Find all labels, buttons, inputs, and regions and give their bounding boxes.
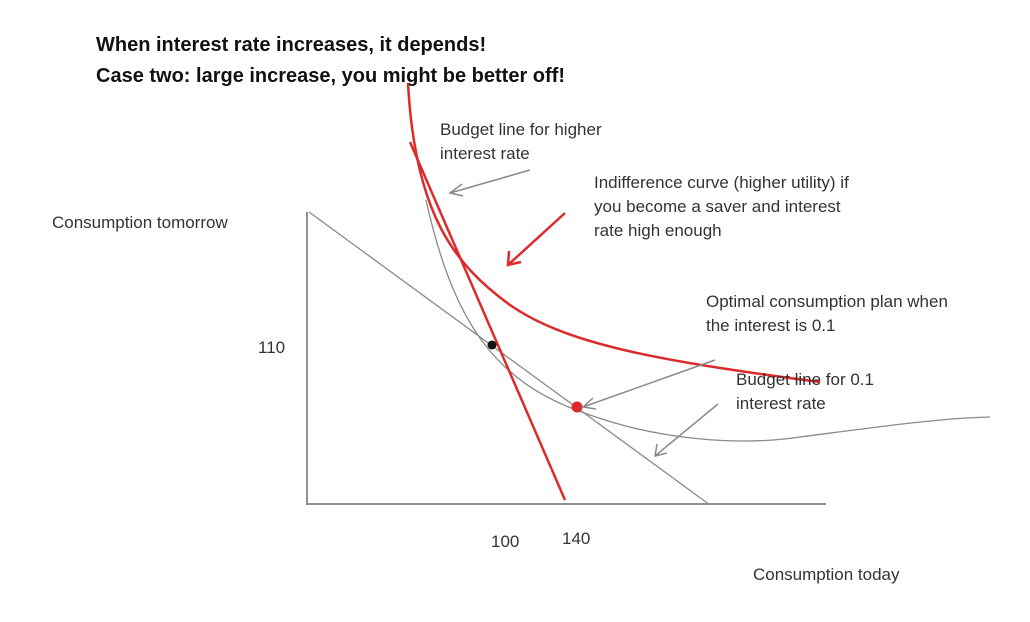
annotation-budget-line-low-rate: Budget line for 0.1 interest rate	[736, 370, 874, 413]
indifference-curve-higher-utility	[406, 82, 821, 384]
y-tick-110: 110	[258, 338, 286, 357]
slide-title-line-1: When interest rate increases, it depends…	[96, 34, 487, 56]
x-tick-140: 140	[562, 529, 591, 548]
budget-line-low-rate	[308, 211, 711, 506]
optimal-consumption-point	[571, 401, 583, 413]
x-tick-100: 100	[491, 532, 520, 551]
annotation-budget-line-higher-rate: Budget line for higher interest rate	[440, 120, 602, 163]
arrow-optimal-plan	[581, 359, 716, 410]
arrow-budget-high	[448, 169, 531, 197]
arrow-indifference-high	[506, 212, 566, 267]
y-axis-label: Consumption tomorrow	[52, 213, 228, 232]
annotation-optimal-consumption-plan: Optimal consumption plan when the intere…	[706, 292, 948, 335]
x-axis-label: Consumption today	[753, 565, 900, 584]
endowment-point	[487, 340, 497, 350]
slide-title-line-2: Case two: large increase, you might be b…	[96, 65, 565, 87]
budget-line-high-rate	[408, 141, 567, 501]
annotation-indifference-curve-higher-utility: Indifference curve (higher utility) if y…	[594, 173, 849, 240]
indifference-curve-original	[425, 199, 991, 442]
arrow-budget-low	[654, 403, 719, 458]
